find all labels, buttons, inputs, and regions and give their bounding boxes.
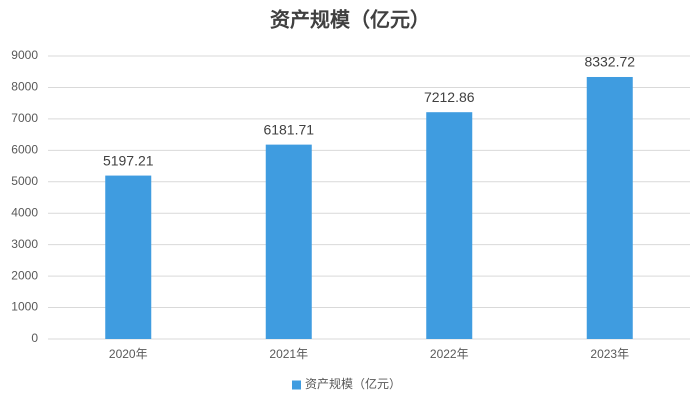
data-label: 7212.86	[424, 89, 475, 105]
data-label: 8332.72	[584, 54, 635, 70]
x-tick-label: 2020年	[109, 347, 148, 361]
chart-title: 资产规模（亿元）	[270, 7, 430, 31]
y-tick-label: 1000	[11, 300, 38, 314]
y-tick-label: 9000	[11, 48, 38, 62]
x-tick-label: 2021年	[269, 347, 308, 361]
y-tick-label: 6000	[11, 143, 38, 157]
bar	[586, 76, 633, 340]
y-tick-label: 0	[31, 331, 38, 345]
y-tick-label: 4000	[11, 205, 38, 219]
y-tick-label: 8000	[11, 80, 38, 94]
y-tick-label: 3000	[11, 237, 38, 251]
x-tick-label: 2023年	[590, 347, 629, 361]
data-label: 6181.71	[263, 121, 314, 137]
x-tick-label: 2022年	[430, 347, 469, 361]
legend-label: 资产规模（亿元）	[305, 376, 401, 391]
y-tick-label: 5000	[11, 174, 38, 188]
y-tick-label: 7000	[11, 111, 38, 125]
bar	[265, 144, 312, 339]
bar	[426, 112, 473, 340]
data-label: 5197.21	[103, 152, 154, 168]
y-tick-label: 2000	[11, 268, 38, 282]
legend-swatch	[292, 380, 301, 390]
bar	[105, 175, 152, 339]
